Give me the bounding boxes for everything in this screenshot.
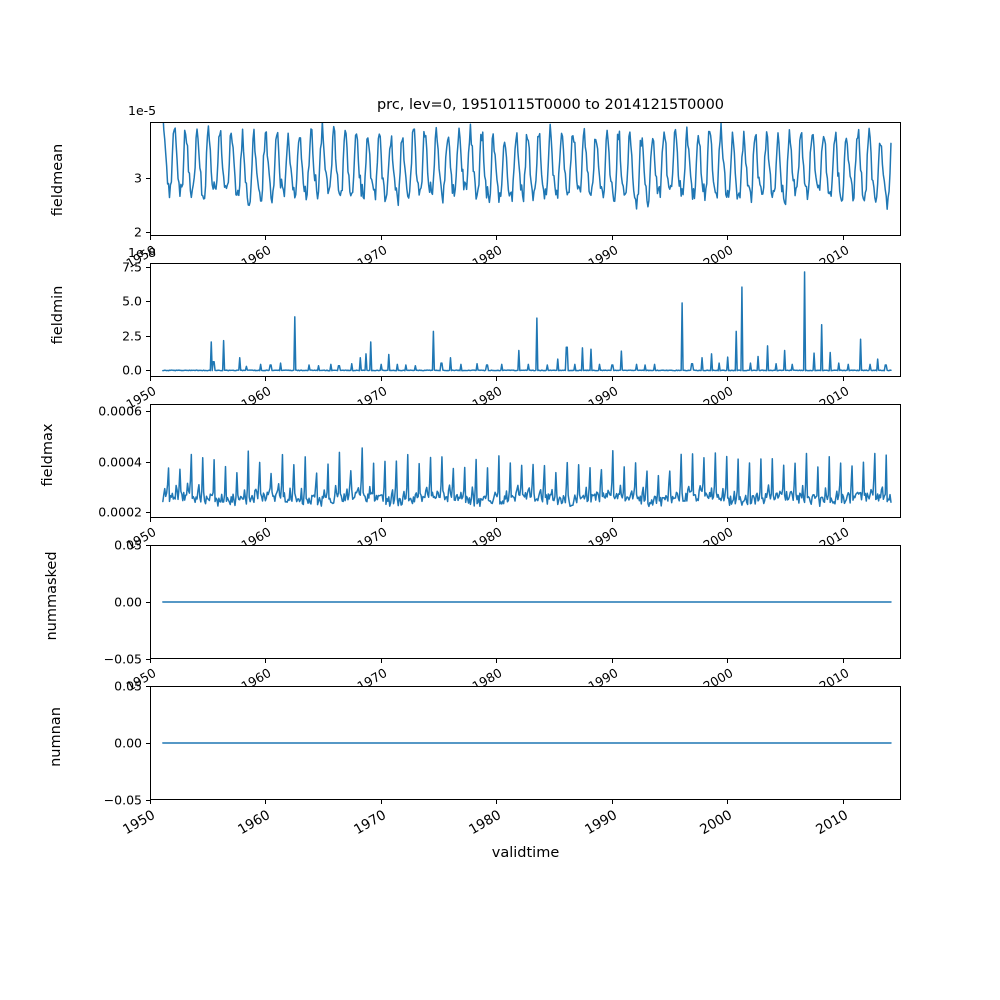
ytick-label-numnan-1: 0.00: [114, 735, 142, 751]
offset-text-fieldmean: 1e-5: [128, 103, 157, 118]
xtick-mark-p1-1980: [496, 236, 498, 240]
xtick-mark-p2-2000: [727, 377, 729, 381]
ytick-mark-numnan-0: [146, 686, 150, 688]
ytick-mark-nummasked-0: [146, 545, 150, 547]
ytick-mark-fieldmin-2: [146, 336, 150, 338]
xtick-mark-p4-1990: [612, 659, 614, 663]
plot-nummasked: [162, 601, 892, 603]
ytick-label-numnan-0: 0.05: [114, 678, 142, 694]
panel-fieldmean: [150, 122, 901, 236]
xtick-mark-p2-1960: [265, 377, 267, 381]
panel-fieldmax: [150, 404, 901, 518]
xtick-mark-p1-1990: [612, 236, 614, 240]
xtick-mark-p1-2010: [843, 236, 845, 240]
xtick-mark-p1-2000: [727, 236, 729, 240]
panel-fieldmin: [150, 263, 901, 377]
ytick-label-fieldmin-1: 5.0: [122, 293, 142, 309]
xtick-label-p5-2000: 2000: [697, 807, 735, 839]
plot-fieldmean: [162, 123, 892, 210]
xtick-mark-p2-1980: [496, 377, 498, 381]
xaxis-label: validtime: [491, 845, 560, 861]
xtick-mark-p1-1960: [265, 236, 267, 240]
ytick-mark-fieldmin-0: [146, 267, 150, 269]
xtick-mark-p5-2010: [843, 800, 845, 804]
ytick-mark-fieldmean-0: [146, 178, 150, 180]
xtick-mark-p4-1960: [265, 659, 267, 663]
xtick-label-p5-1990: 1990: [582, 807, 620, 839]
ytick-mark-fieldmax-0: [146, 411, 150, 413]
ytick-mark-fieldmax-1: [146, 462, 150, 464]
xtick-label-p5-1980: 1980: [466, 807, 504, 839]
xtick-mark-p3-2010: [843, 518, 845, 522]
xtick-mark-p1-1970: [381, 236, 383, 240]
figure-title-text: prc, lev=0, 19510115T0000 to 20141215T00…: [376, 97, 725, 113]
ylabel-fieldmax: fieldmax: [40, 423, 56, 487]
ylabel-fieldmean: fieldmean: [50, 143, 66, 217]
ytick-label-fieldmax-0: 0.0006: [98, 403, 142, 419]
ylabel-nummasked: nummasked: [44, 551, 60, 641]
xtick-mark-p2-1950: [150, 377, 152, 381]
xtick-mark-p3-1950: [150, 518, 152, 522]
ytick-label-nummasked-1: 0.00: [114, 594, 142, 610]
xtick-mark-p3-1960: [265, 518, 267, 522]
offset-text-fieldmin: 1e-8: [128, 245, 157, 260]
xtick-label-p5-2010: 2010: [813, 807, 851, 839]
ytick-label-fieldmean-0: 3: [134, 170, 142, 186]
plot-fieldmax: [162, 447, 892, 508]
ytick-mark-fieldmax-2: [146, 512, 150, 514]
xtick-mark-p5-1990: [612, 800, 614, 804]
ytick-mark-fieldmean-1: [146, 232, 150, 234]
xtick-label-p5-1950: 1950: [120, 807, 158, 839]
ytick-label-fieldmean-1: 2: [134, 224, 142, 240]
ytick-mark-fieldmin-1: [146, 301, 150, 303]
xtick-label-p5-1960: 1960: [235, 807, 273, 839]
xtick-mark-p5-1950: [150, 800, 152, 804]
ytick-label-nummasked-2: −0.05: [103, 651, 142, 667]
xtick-mark-p4-1970: [381, 659, 383, 663]
plot-fieldmin: [162, 271, 892, 372]
ytick-mark-numnan-2: [146, 800, 150, 802]
ytick-label-numnan-2: −0.05: [103, 792, 142, 808]
xtick-mark-p5-2000: [727, 800, 729, 804]
xtick-mark-p5-1960: [265, 800, 267, 804]
ytick-mark-fieldmin-3: [146, 370, 150, 372]
xtick-mark-p4-1980: [496, 659, 498, 663]
ytick-mark-numnan-1: [146, 743, 150, 745]
ylabel-numnan: numnan: [48, 707, 64, 767]
xtick-mark-p4-1950: [150, 659, 152, 663]
ytick-label-fieldmax-2: 0.0002: [98, 504, 142, 520]
plot-numnan: [162, 742, 892, 744]
ytick-label-fieldmin-2: 2.5: [122, 328, 142, 344]
ylabel-fieldmin: fieldmin: [50, 285, 66, 345]
panel-numnan: [150, 686, 901, 800]
xtick-mark-p3-1990: [612, 518, 614, 522]
panel-nummasked: [150, 545, 901, 659]
xtick-mark-p2-2010: [843, 377, 845, 381]
figure-title: prc, lev=0, 19510115T0000 to 20141215T00…: [0, 97, 1000, 113]
ytick-label-fieldmax-1: 0.0004: [98, 454, 142, 470]
xtick-mark-p2-1990: [612, 377, 614, 381]
xtick-mark-p1-1950: [150, 236, 152, 240]
xtick-mark-p4-2010: [843, 659, 845, 663]
xtick-mark-p5-1980: [496, 800, 498, 804]
ytick-label-nummasked-0: 0.05: [114, 537, 142, 553]
xtick-mark-p3-1970: [381, 518, 383, 522]
xtick-mark-p3-2000: [727, 518, 729, 522]
ytick-label-fieldmin-0: 7.5: [122, 259, 142, 275]
xtick-mark-p3-1980: [496, 518, 498, 522]
xtick-mark-p4-2000: [727, 659, 729, 663]
xtick-mark-p5-1970: [381, 800, 383, 804]
ytick-mark-nummasked-1: [146, 602, 150, 604]
ytick-label-fieldmin-3: 0.0: [122, 362, 142, 378]
xtick-mark-p2-1970: [381, 377, 383, 381]
ytick-mark-nummasked-2: [146, 659, 150, 661]
xtick-label-p5-1970: 1970: [351, 807, 389, 839]
